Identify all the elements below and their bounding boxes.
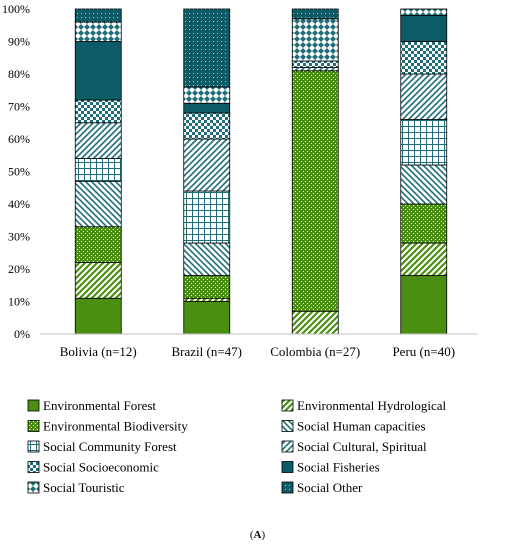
bar-segment <box>74 226 122 263</box>
legend-label: Environmental Biodiversity <box>43 419 188 434</box>
bar-segment <box>183 86 231 104</box>
y-tick-label: 70% <box>8 100 30 114</box>
legend-label: Social Human capacities <box>297 419 426 434</box>
legend-swatch <box>27 461 40 473</box>
bar-segment <box>74 158 122 182</box>
bar-segment <box>291 60 339 68</box>
y-tick-label: 80% <box>8 67 30 81</box>
bar-segment <box>74 21 122 42</box>
bar-segment <box>183 112 231 140</box>
legend-label: Social Other <box>297 480 363 495</box>
bar-segment <box>291 8 339 20</box>
x-tick-label: Colombia (n=27) <box>270 344 360 359</box>
bar-segment <box>74 99 122 124</box>
x-tick-label: Bolivia (n=12) <box>60 344 137 359</box>
y-tick-label: 60% <box>8 132 30 146</box>
bar-segment <box>291 67 339 72</box>
bar-segment <box>183 275 231 299</box>
caption-prefix: ( <box>249 529 254 541</box>
bar-segment <box>74 180 122 228</box>
bar-segment <box>183 190 231 244</box>
legend-swatch <box>27 481 40 494</box>
legend-swatch <box>281 420 294 432</box>
bar-segment <box>183 242 231 276</box>
bar-segment <box>74 41 122 101</box>
bar-segment <box>183 8 231 88</box>
stacked-bar-chart: 0% 10% 20% 30% 40% 50% 60% 70% 80% 90% 100% Bolivia… <box>2 2 478 495</box>
caption-suffix: ) <box>261 529 266 541</box>
y-tick-label: 90% <box>8 35 30 49</box>
chart: 0% 10% 20% 30% 40% 50% 60% 70% 80% 90% 100% Bolivia… <box>2 2 478 495</box>
legend-label: Social Cultural, Spiritual <box>297 439 427 454</box>
bar-segment <box>291 18 339 62</box>
legend-swatch <box>281 461 294 473</box>
bar-segment <box>74 297 122 335</box>
caption-label: A <box>253 529 262 541</box>
legend-label: Environmental Hydrological <box>297 398 446 413</box>
y-tick-label: 30% <box>8 230 30 244</box>
legend-label: Social Community Forest <box>43 439 177 454</box>
y-tick-label: 40% <box>8 197 30 211</box>
panel-caption: (A) <box>0 529 515 541</box>
bar-segment <box>183 297 231 302</box>
bar-segment <box>400 275 448 335</box>
legend-label: Social Fisheries <box>297 460 380 475</box>
bar-segment <box>400 119 448 166</box>
legend-swatch <box>281 481 294 494</box>
bar-segment <box>74 8 122 23</box>
legend-label: Social Touristic <box>43 480 125 495</box>
legend-swatch <box>281 399 294 412</box>
bar-segment <box>74 262 122 299</box>
x-tick-label: Brazil (n=47) <box>171 344 242 359</box>
bar-segment <box>400 203 448 244</box>
bar-segment <box>183 102 231 114</box>
legend-swatch <box>281 440 294 453</box>
y-tick-label: 0% <box>14 327 30 341</box>
y-tick-label: 10% <box>8 295 30 309</box>
bar-segment <box>400 8 448 16</box>
legend-swatch <box>27 440 40 453</box>
bar-segment <box>400 164 448 205</box>
bar-segment <box>400 41 448 75</box>
bar-segment <box>400 242 448 276</box>
legend-swatch <box>27 399 40 412</box>
bar-segment <box>291 70 339 312</box>
legend-swatch <box>27 420 40 432</box>
y-tick-label: 50% <box>8 165 30 179</box>
bar-segment <box>400 73 448 120</box>
bar-segment <box>183 301 231 335</box>
y-tick-label: 20% <box>8 262 30 276</box>
x-tick-label: Peru (n=40) <box>392 344 455 359</box>
bar-segment <box>400 15 448 42</box>
bar-segment <box>183 138 231 192</box>
bar-segment <box>291 310 339 335</box>
y-tick-label: 100% <box>2 2 30 16</box>
bar-segment <box>74 122 122 159</box>
legend-label: Social Socioeconomic <box>43 460 159 475</box>
legend-label: Environmental Forest <box>43 398 156 413</box>
